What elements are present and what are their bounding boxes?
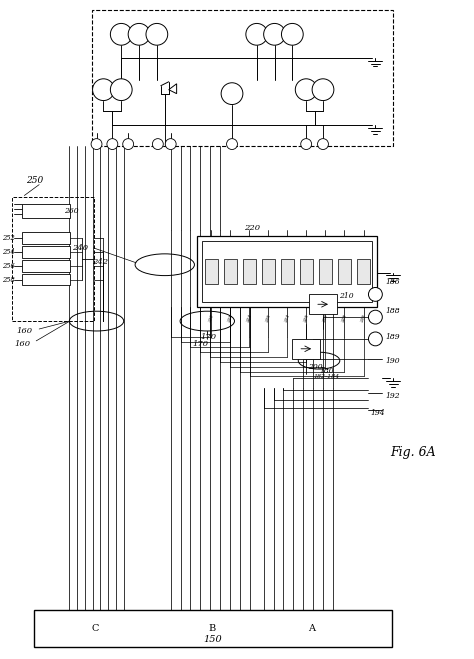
Bar (34, 610, 392, 647)
Text: 194: 194 (371, 409, 385, 417)
Text: 192: 192 (385, 392, 400, 400)
Text: Fig. 6A: Fig. 6A (390, 446, 436, 459)
Text: 210: 210 (339, 293, 354, 301)
Text: 230: 230 (360, 314, 367, 324)
Text: 200: 200 (308, 362, 323, 370)
Bar (205, 259, 218, 284)
Circle shape (368, 332, 383, 346)
Bar (281, 259, 294, 284)
Circle shape (301, 138, 311, 150)
Circle shape (92, 79, 114, 101)
Text: 232: 232 (322, 314, 329, 324)
Text: 238: 238 (227, 314, 234, 324)
Bar (338, 259, 351, 284)
Bar (319, 259, 332, 284)
Text: 260: 260 (64, 208, 79, 215)
Bar (243, 259, 256, 284)
Text: 180: 180 (319, 366, 334, 374)
Text: 188: 188 (385, 307, 400, 315)
Text: 252: 252 (2, 234, 14, 242)
Bar (22, 232, 70, 244)
Circle shape (91, 138, 102, 150)
Circle shape (282, 24, 303, 45)
Text: 222: 222 (208, 314, 215, 324)
Bar (91, 10, 393, 146)
Text: 224: 224 (246, 314, 253, 324)
Bar (309, 295, 337, 314)
Circle shape (312, 79, 334, 101)
Circle shape (146, 24, 168, 45)
Bar (22, 273, 70, 285)
Bar (202, 241, 373, 302)
Bar (292, 339, 320, 358)
Circle shape (246, 24, 268, 45)
Text: A: A (308, 624, 315, 633)
Text: C: C (92, 624, 99, 633)
Circle shape (368, 287, 383, 301)
Text: 186: 186 (385, 277, 400, 285)
Text: B: B (209, 624, 216, 633)
Text: 234: 234 (284, 314, 291, 324)
Circle shape (165, 138, 176, 150)
Bar (357, 259, 370, 284)
Text: 226: 226 (303, 314, 310, 324)
Circle shape (368, 310, 383, 324)
Bar (300, 259, 313, 284)
Bar (22, 260, 70, 272)
Text: 240: 240 (72, 244, 88, 252)
Bar (262, 259, 275, 284)
Text: 190: 190 (385, 357, 400, 364)
Bar (22, 204, 70, 218)
Bar (224, 259, 237, 284)
Text: 254: 254 (2, 248, 14, 256)
Bar (12, 198, 93, 321)
Circle shape (295, 79, 317, 101)
Circle shape (110, 24, 132, 45)
Text: 189: 189 (385, 333, 400, 341)
Circle shape (264, 24, 285, 45)
Text: 228: 228 (341, 314, 348, 324)
Text: 182-184: 182-184 (313, 374, 339, 379)
Circle shape (107, 138, 118, 150)
Text: 258: 258 (2, 275, 14, 283)
Text: 256: 256 (2, 262, 14, 270)
Text: 170: 170 (201, 333, 217, 341)
Circle shape (318, 138, 328, 150)
Text: 160: 160 (14, 340, 31, 348)
Text: 220: 220 (244, 224, 260, 232)
Circle shape (123, 138, 134, 150)
Circle shape (110, 79, 132, 101)
Bar (197, 236, 377, 307)
Text: 170: 170 (192, 340, 209, 348)
Circle shape (227, 138, 237, 150)
Circle shape (221, 83, 243, 105)
Text: 150: 150 (203, 635, 222, 644)
Text: 160: 160 (17, 327, 33, 335)
Circle shape (128, 24, 150, 45)
Text: 242: 242 (91, 258, 108, 266)
Circle shape (153, 138, 163, 150)
Text: 236: 236 (265, 314, 272, 324)
Bar (22, 246, 70, 258)
Text: 250: 250 (27, 176, 44, 185)
